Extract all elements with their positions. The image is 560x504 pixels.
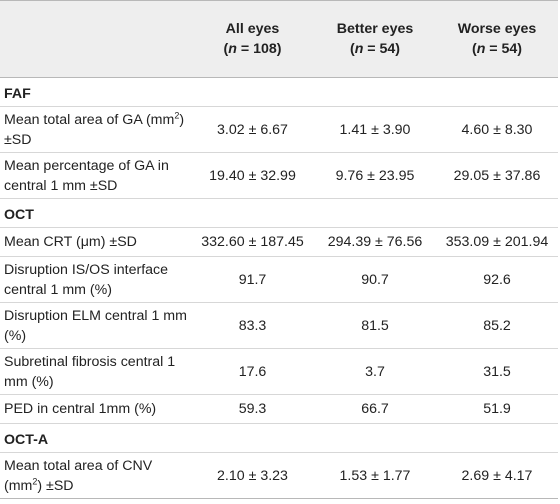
cell-all-eyes: 2.10 ± 3.23	[191, 452, 314, 499]
cell-worse-eyes: 31.5	[436, 348, 558, 395]
cell-all-eyes: 17.6	[191, 348, 314, 395]
table-row: Disruption ELM central 1 mm (%) 83.3 81.…	[0, 302, 558, 349]
section-title-oct: OCT	[0, 198, 558, 228]
table-row: PED in central 1mm (%) 59.3 66.7 51.9	[0, 394, 558, 424]
header-all-eyes: All eyes (n = 108)	[191, 0, 314, 78]
row-label: Disruption IS/OS interface central 1 mm …	[0, 256, 191, 303]
header-worse-eyes: Worse eyes (n = 54)	[436, 0, 558, 78]
cell-all-eyes: 19.40 ± 32.99	[191, 152, 314, 199]
section-header-row: OCT	[0, 198, 558, 228]
row-label: Subretinal fibrosis central 1 mm (%)	[0, 348, 191, 395]
row-label: Mean total area of GA (mm2) ±SD	[0, 106, 191, 153]
cell-worse-eyes: 4.60 ± 8.30	[436, 106, 558, 153]
table-row: Subretinal fibrosis central 1 mm (%) 17.…	[0, 348, 558, 395]
row-label: Disruption ELM central 1 mm (%)	[0, 302, 191, 349]
cell-all-eyes: 59.3	[191, 394, 314, 424]
row-label: PED in central 1mm (%)	[0, 394, 191, 424]
cell-all-eyes: 91.7	[191, 256, 314, 303]
cell-worse-eyes: 85.2	[436, 302, 558, 349]
table-row: Mean percentage of GA in central 1 mm ±S…	[0, 152, 558, 199]
header-n: (n = 108)	[223, 41, 282, 57]
cell-better-eyes: 1.41 ± 3.90	[314, 106, 436, 153]
header-label: All eyes	[225, 21, 280, 37]
cell-worse-eyes: 29.05 ± 37.86	[436, 152, 558, 199]
table-row: Mean total area of GA (mm2) ±SD 3.02 ± 6…	[0, 106, 558, 153]
cell-better-eyes: 90.7	[314, 256, 436, 303]
row-label: Mean total area of CNV (mm2) ±SD	[0, 452, 191, 499]
header-empty-cell	[0, 0, 191, 78]
cell-better-eyes: 1.53 ± 1.77	[314, 452, 436, 499]
table-row: Mean total area of CNV (mm2) ±SD 2.10 ± …	[0, 452, 558, 499]
cell-worse-eyes: 353.09 ± 201.94	[436, 227, 558, 257]
section-title-faf: FAF	[0, 77, 558, 107]
header-label: Worse eyes	[457, 21, 537, 37]
header-n: (n = 54)	[471, 41, 523, 57]
header-better-eyes: Better eyes (n = 54)	[314, 0, 436, 78]
row-label: Mean CRT (μm) ±SD	[0, 227, 191, 257]
cell-better-eyes: 81.5	[314, 302, 436, 349]
table-row: Mean CRT (μm) ±SD 332.60 ± 187.45 294.39…	[0, 227, 558, 257]
cell-worse-eyes: 2.69 ± 4.17	[436, 452, 558, 499]
cell-better-eyes: 66.7	[314, 394, 436, 424]
header-label: Better eyes	[336, 21, 414, 37]
cell-better-eyes: 9.76 ± 23.95	[314, 152, 436, 199]
section-title-oct-a: OCT-A	[0, 423, 558, 453]
cell-better-eyes: 3.7	[314, 348, 436, 395]
table-header-row: All eyes (n = 108) Better eyes (n = 54) …	[0, 0, 558, 78]
header-n: (n = 54)	[349, 41, 401, 57]
cell-all-eyes: 3.02 ± 6.67	[191, 106, 314, 153]
section-header-row: OCT-A	[0, 423, 558, 453]
cell-worse-eyes: 92.6	[436, 256, 558, 303]
section-header-row: FAF	[0, 77, 558, 107]
cell-worse-eyes: 51.9	[436, 394, 558, 424]
cell-all-eyes: 83.3	[191, 302, 314, 349]
cell-better-eyes: 294.39 ± 76.56	[314, 227, 436, 257]
cell-all-eyes: 332.60 ± 187.45	[191, 227, 314, 257]
table-row: Disruption IS/OS interface central 1 mm …	[0, 256, 558, 303]
row-label: Mean percentage of GA in central 1 mm ±S…	[0, 152, 191, 199]
